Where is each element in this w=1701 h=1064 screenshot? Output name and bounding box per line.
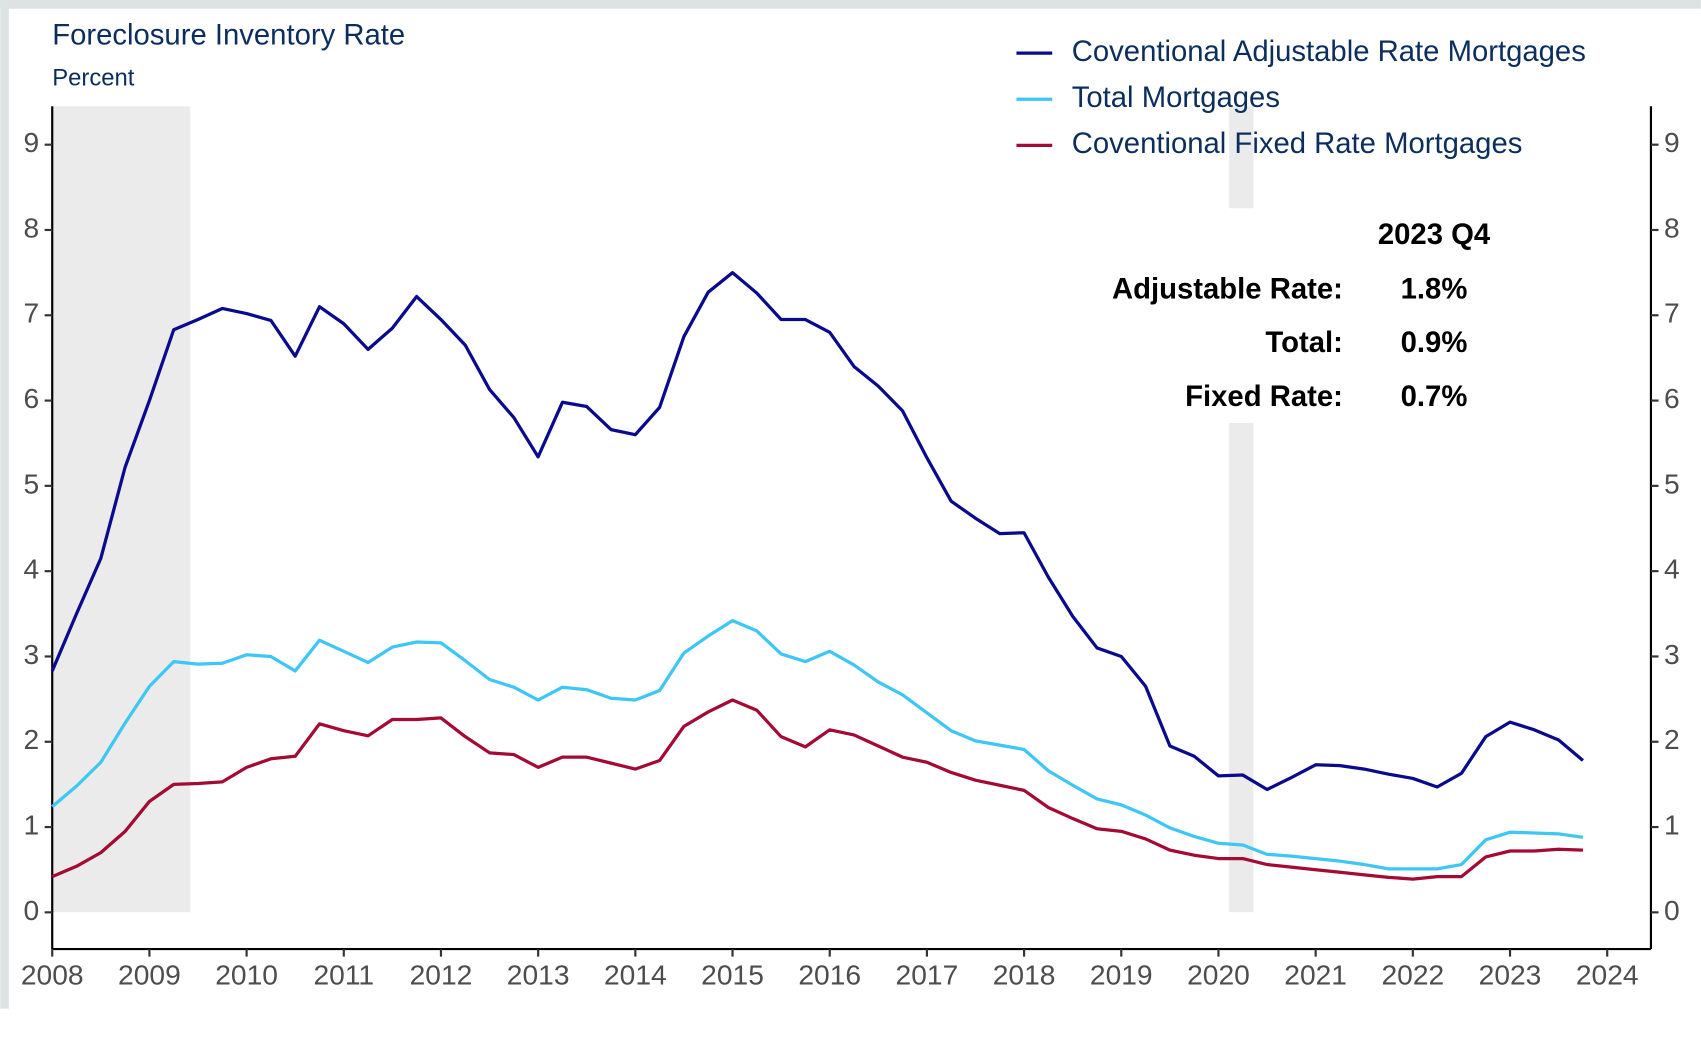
x-tick-label: 2012 xyxy=(410,959,473,991)
annotation-backdrop xyxy=(1073,208,1508,423)
y-tick-label: 6 xyxy=(24,382,40,414)
x-tick-label: 2014 xyxy=(604,959,667,991)
y2-tick-label: 3 xyxy=(1664,638,1680,670)
recession-shade xyxy=(52,106,191,913)
y-tick-label: 3 xyxy=(24,638,40,670)
y2-tick-label: 8 xyxy=(1664,211,1680,243)
x-tick-label: 2013 xyxy=(507,959,570,991)
y2-tick-label: 9 xyxy=(1664,126,1680,158)
x-tick-label: 2020 xyxy=(1187,959,1250,991)
y2-tick-label: 6 xyxy=(1664,382,1680,414)
legend-label: Coventional Fixed Rate Mortgages xyxy=(1072,127,1523,160)
top-band xyxy=(0,0,1701,9)
annotation-value: 0.7% xyxy=(1401,380,1468,413)
x-tick-label: 2024 xyxy=(1576,959,1639,991)
y2-tick-label: 0 xyxy=(1664,894,1680,926)
x-tick-label: 2016 xyxy=(798,959,861,991)
series-line xyxy=(50,271,1584,792)
x-tick-label: 2018 xyxy=(993,959,1056,991)
y-tick-label: 5 xyxy=(24,467,40,499)
legend-label: Coventional Adjustable Rate Mortgages xyxy=(1072,35,1586,68)
x-tick-label: 2022 xyxy=(1381,959,1444,991)
x-tick-label: 2021 xyxy=(1284,959,1347,991)
x-tick-label: 2023 xyxy=(1479,959,1542,991)
annotation-label: Total: xyxy=(1265,326,1342,359)
y-tick-label: 7 xyxy=(24,297,40,329)
annotation-value: 1.8% xyxy=(1401,272,1468,305)
annotation-title: 2023 Q4 xyxy=(1378,218,1491,251)
x-tick-label: 2017 xyxy=(896,959,959,991)
y2-tick-label: 4 xyxy=(1664,553,1680,585)
y2-tick-label: 7 xyxy=(1664,297,1680,329)
x-tick-label: 2010 xyxy=(215,959,278,991)
y2-tick-label: 5 xyxy=(1664,467,1680,499)
annotation-value: 0.9% xyxy=(1401,326,1468,359)
subtitle: Percent xyxy=(52,64,135,91)
y-tick-label: 9 xyxy=(24,126,40,158)
chart-title: Foreclosure Inventory Rate xyxy=(52,19,405,52)
x-tick-label: 2019 xyxy=(1090,959,1153,991)
series-line xyxy=(51,698,1583,881)
x-tick-label: 2011 xyxy=(313,959,374,991)
plot: 0 1 2 3 4 5 6 7 8 9 0 1 2 3 4 5 6 7 8 9 2008 2009 2010 2011 2012… xyxy=(21,106,1680,991)
y2-tick-label: 1 xyxy=(1664,809,1680,841)
y-tick-label: 2 xyxy=(24,723,40,755)
y-tick-label: 1 xyxy=(24,809,40,841)
left-band xyxy=(0,0,9,1009)
annotation-label: Adjustable Rate: xyxy=(1112,272,1343,305)
annotation-label: Fixed Rate: xyxy=(1185,380,1343,413)
y2-tick-label: 2 xyxy=(1664,723,1680,755)
y-tick-label: 0 xyxy=(24,894,40,926)
y-tick-label: 4 xyxy=(24,553,40,585)
x-tick-label: 2009 xyxy=(118,959,181,991)
y-tick-label: 8 xyxy=(24,211,40,243)
x-tick-label: 2008 xyxy=(21,959,84,991)
series-line xyxy=(51,618,1584,871)
legend-label: Total Mortgages xyxy=(1072,81,1280,114)
x-tick-label: 2015 xyxy=(701,959,764,991)
